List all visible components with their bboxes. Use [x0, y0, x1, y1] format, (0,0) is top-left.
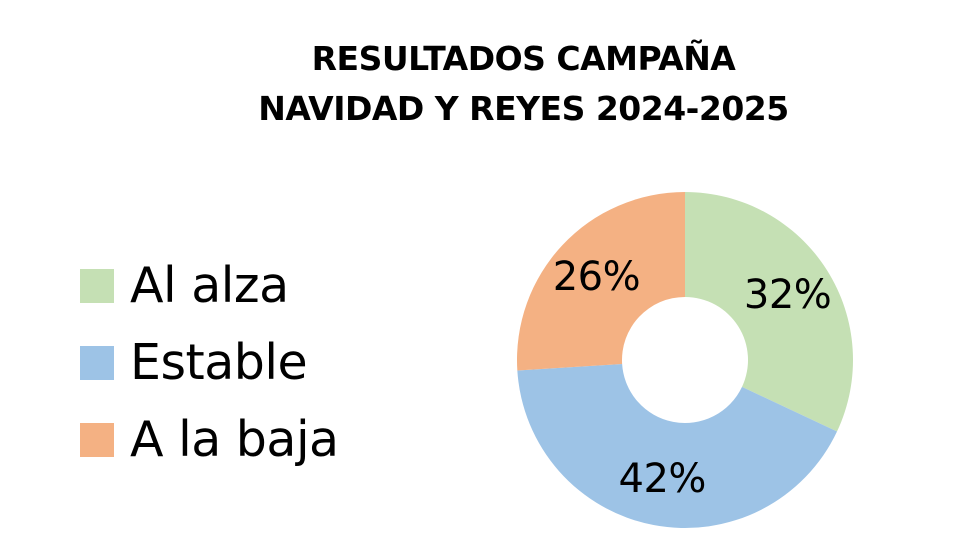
legend-item-estable: Estable: [80, 324, 339, 401]
legend-item-a-la-baja: A la baja: [80, 401, 339, 478]
segment-al-alza: [685, 192, 853, 432]
legend-label: Estable: [130, 334, 308, 391]
legend-swatch-green: [80, 268, 114, 303]
data-label: 26%: [552, 253, 641, 300]
donut-chart: 32% 42% 26%: [510, 185, 860, 535]
legend-swatch-blue: [80, 345, 114, 380]
chart-title-line-2: NAVIDAD Y REYES 2024-2025: [258, 89, 789, 128]
segment-estable: [517, 363, 838, 528]
legend-label: A la baja: [130, 411, 339, 468]
legend-swatch-orange: [80, 422, 114, 457]
donut-svg: [517, 192, 853, 528]
chart-title: RESULTADOS CAMPAÑA NAVIDAD Y REYES 2024-…: [0, 34, 980, 134]
legend-label: Al alza: [130, 257, 289, 314]
data-label: 32%: [743, 271, 832, 318]
chart-title-line-1: RESULTADOS CAMPAÑA: [311, 39, 736, 78]
legend-item-al-alza: Al alza: [80, 247, 339, 324]
segment-a-la-baja: [517, 192, 685, 371]
legend: Al alza Estable A la baja: [80, 247, 339, 478]
data-label: 42%: [618, 456, 707, 503]
